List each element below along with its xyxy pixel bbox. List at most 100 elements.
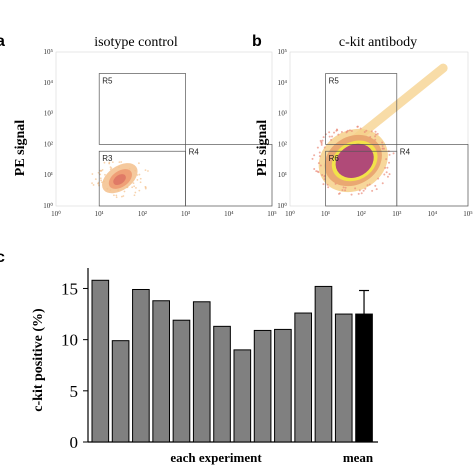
cell-dot [381,182,384,185]
cell-dot [137,162,140,165]
cell-dot [321,139,324,142]
cell-dot [374,135,377,138]
cell-dot [320,143,323,146]
bar [172,319,191,443]
y-tick-label: 10² [44,140,53,148]
cell-dot [388,173,391,176]
mean-label: mean [343,450,374,465]
cell-dot [128,167,131,170]
y-axis-label: c-kit positive (%) [31,308,46,412]
x-tick-label: 10¹ [95,210,104,218]
cell-dot [323,178,326,181]
y-tick-label: 15 [61,279,78,298]
y-tick-label: 10³ [278,110,287,118]
x-axis-label: each experiment [170,450,262,465]
cell-dot [383,173,386,176]
cell-dot [132,182,135,185]
bar [213,325,231,443]
cell-dot [376,132,379,135]
bar [233,349,252,443]
cell-dot [120,161,123,163]
cell-dot [330,138,333,141]
cell-dot [92,184,95,186]
bar [294,312,312,443]
cell-dot [131,186,134,189]
cell-dot [364,187,367,190]
cell-dot [115,196,118,199]
cell-dot [115,194,118,197]
x-tick-label: 10³ [181,210,190,218]
cell-dot [334,182,337,185]
y-tick-label: 10⁴ [44,79,54,87]
cell-dot [320,142,323,145]
cell-dot [91,173,94,175]
cell-dot [370,130,373,133]
cell-dot [346,129,349,132]
cell-dot [106,187,109,190]
cell-dot [348,129,351,132]
cell-dot [344,186,347,189]
cell-dot [322,136,325,139]
gate-r4 [185,144,273,207]
cell-dot [341,189,344,192]
cell-dot [133,194,136,197]
cell-dot [315,170,318,173]
cell-dot [136,179,139,181]
cell-dot [101,181,103,184]
y-tick-label: 0 [70,433,79,452]
bar-chart-ckit-positive: c-kit positive (%) each experiment mean … [31,268,378,465]
cell-dot [344,189,347,192]
cell-dot [363,131,366,134]
gate-label: R6 [329,154,340,163]
cell-dot [139,177,142,180]
cell-dot [135,187,137,189]
cell-dot [102,180,105,183]
x-tick-label: 10⁰ [285,210,295,218]
cell-dot [138,189,141,192]
cell-dot [335,128,338,131]
cell-dot [316,146,319,149]
plot-frame [55,51,273,207]
cell-dot [383,147,386,150]
bar [91,279,110,443]
cell-dot [313,154,316,157]
cell-dot [377,177,380,180]
cell-dot [381,141,384,144]
x-tick-label: 10⁴ [224,210,234,218]
cell-dot [126,186,129,188]
gate-r5 [98,73,186,145]
cell-dot [144,187,147,190]
cell-dot [123,190,126,193]
gate-label: R3 [102,154,113,163]
cell-dot [337,133,340,136]
cell-dot [147,170,149,172]
cell-dot [328,135,331,138]
cell-dot [134,191,137,194]
bar [253,329,272,443]
cell-dot [327,186,330,189]
cell-dot [328,131,331,134]
x-tick-label: 10¹ [321,210,330,218]
cell-dot [323,175,326,178]
gate-r5 [325,73,398,145]
cell-dot [120,195,123,198]
cell-dot [392,152,395,155]
bar [274,328,292,443]
bar [334,313,353,443]
cell-dot [118,166,120,169]
gate-label: R4 [400,147,411,156]
cell-dot [331,135,334,138]
cell-dot [319,164,322,167]
y-tick-label: 10⁴ [278,79,288,87]
y-axis-label: PE signal [255,120,270,177]
y-tick-label: 5 [70,382,79,401]
gate-label: R5 [329,77,340,86]
y-tick-label: 10 [61,331,78,350]
plot-title: c-kit antibody [339,35,417,50]
cell-dot [386,166,389,169]
cell-dot [385,171,388,174]
cell-dot [99,177,102,180]
mean-bar [355,313,373,443]
cell-dot [388,161,391,164]
